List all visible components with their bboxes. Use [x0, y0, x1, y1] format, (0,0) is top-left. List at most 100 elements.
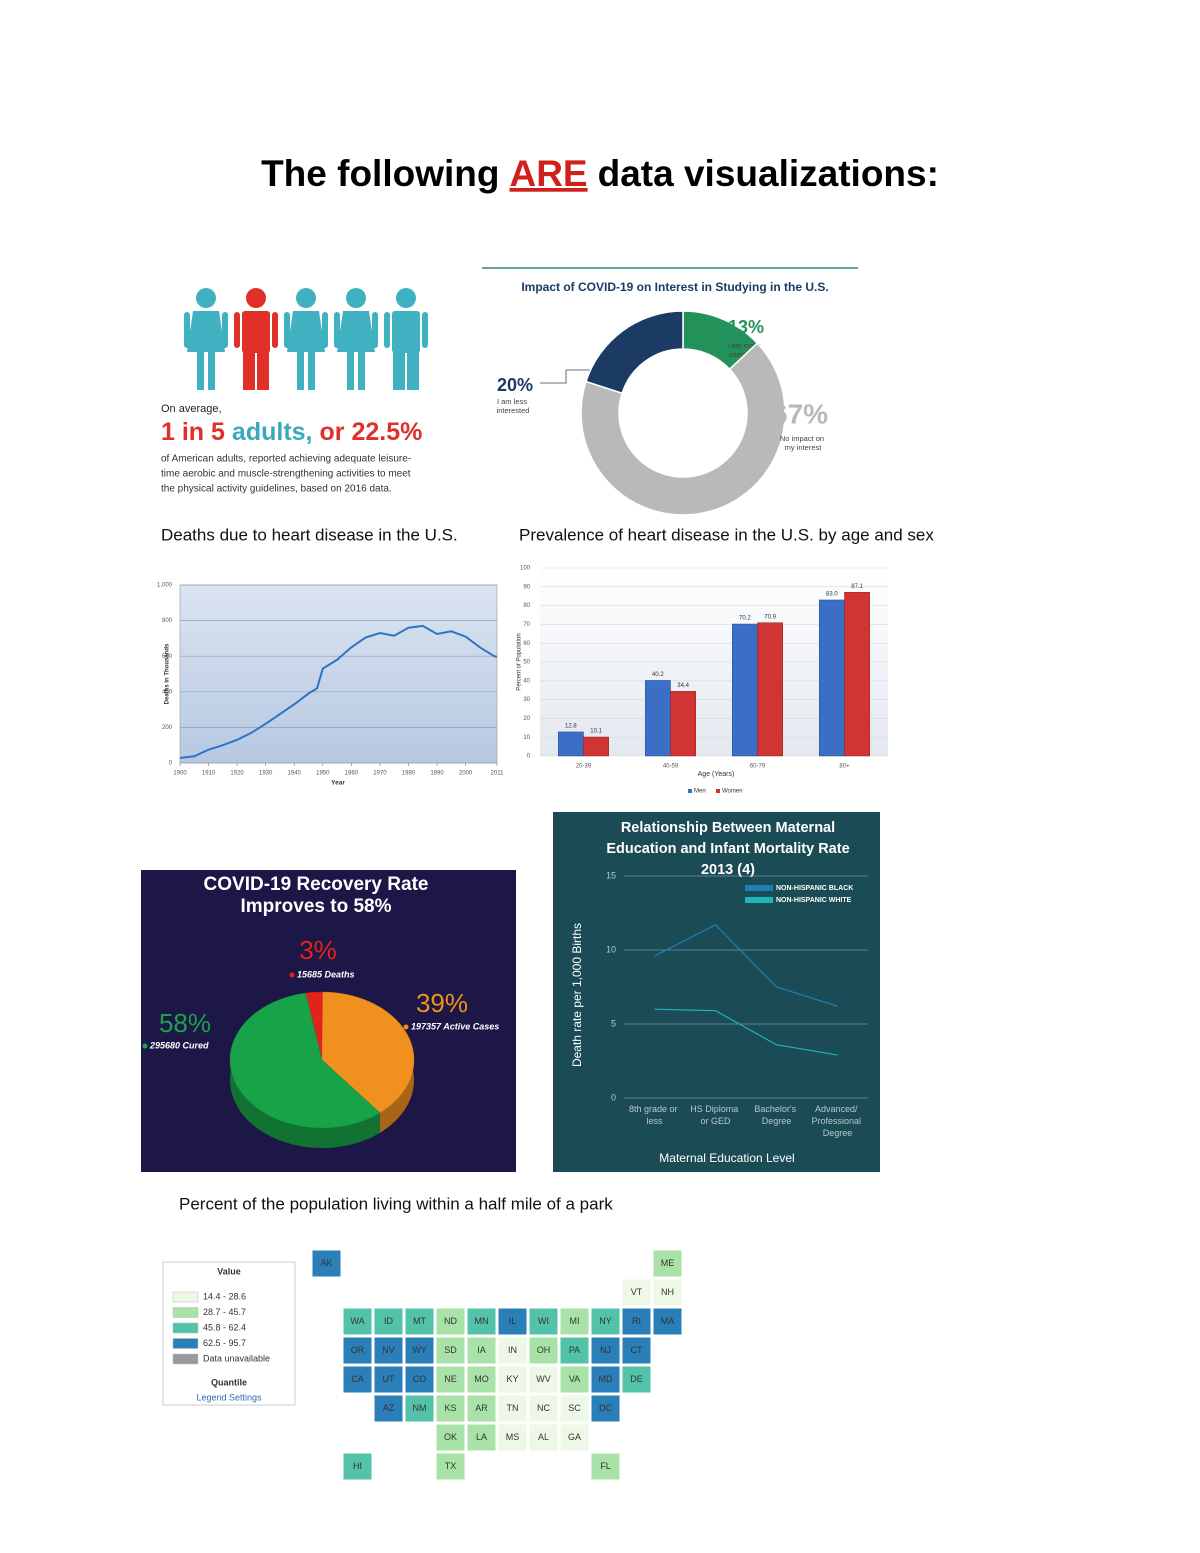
legend-label: 62.5 - 95.7 — [203, 1338, 246, 1348]
title-part: data visualizations: — [598, 153, 939, 194]
x-tick-label: 80+ — [839, 764, 850, 770]
person-leg — [297, 350, 304, 390]
person-head — [246, 288, 266, 308]
state-tile — [435, 1307, 466, 1336]
state-label: DC — [599, 1403, 612, 1413]
person-icon — [284, 288, 328, 390]
y-tick-label: 0 — [527, 754, 531, 760]
person-arm — [272, 312, 278, 348]
y-tick-label: 60 — [523, 641, 530, 647]
x-axis-label: Year — [331, 780, 345, 787]
state-label: CT — [631, 1345, 643, 1355]
infographic-body: of American adults, reported achieving a… — [161, 454, 411, 465]
x-tick-label-line: Bachelor's — [754, 1104, 798, 1114]
chart-title: Relationship Between Maternal — [621, 820, 835, 836]
x-tick-label-line: 8th grade or — [629, 1104, 680, 1114]
x-tick-label-line: HS Diploma — [690, 1104, 741, 1114]
value-label: 39% — [416, 988, 468, 1018]
value-label: 13% — [728, 317, 764, 337]
legend-title: Value — [217, 1266, 241, 1276]
person-arm — [322, 312, 328, 348]
caption: Percent of the population living within … — [179, 1194, 613, 1213]
state-label: TX — [445, 1461, 457, 1471]
state-tile — [590, 1394, 621, 1423]
legend-label: NON-HISPANIC WHITE — [776, 897, 852, 904]
state-label: VT — [631, 1287, 643, 1297]
state-label: OR — [351, 1345, 365, 1355]
leader-line — [540, 369, 590, 384]
person-leg — [308, 350, 315, 390]
x-tick-label: Bachelor's Degree — [754, 1104, 798, 1126]
bar — [645, 680, 671, 757]
state-tile — [528, 1365, 559, 1394]
state-tile — [621, 1365, 652, 1394]
person-leg — [243, 350, 255, 390]
state-tile — [497, 1365, 528, 1394]
person-icon — [334, 288, 378, 390]
state-tile — [497, 1336, 528, 1365]
legend-label: Men — [694, 789, 706, 795]
category-label-line: No impact on — [780, 434, 826, 443]
bar — [558, 731, 584, 757]
legend-method: Quantile — [211, 1377, 247, 1387]
state-tile — [466, 1307, 497, 1336]
value-label: 3% — [299, 935, 337, 965]
bar — [819, 599, 845, 757]
y-tick-label: 20 — [523, 716, 530, 722]
infographic-body: time aerobic and muscle-strengthening ac… — [161, 469, 411, 480]
state-tile — [404, 1365, 435, 1394]
pie-slice-side — [230, 993, 380, 1148]
x-tick-label: 1970 — [373, 771, 387, 777]
state-label: KS — [444, 1403, 456, 1413]
state-tile — [652, 1278, 683, 1307]
y-tick-label: 200 — [162, 725, 173, 731]
state-label: AZ — [383, 1403, 395, 1413]
x-tick-label: 2000 — [459, 771, 473, 777]
state-tile — [528, 1307, 559, 1336]
infographic: On average, 1 in 5 adults, or 22.5% of Ame… — [161, 288, 428, 495]
label-dot — [289, 972, 295, 978]
state-label: MA — [661, 1316, 675, 1326]
x-tick-label: 60-79 — [750, 764, 766, 770]
person-icon — [384, 288, 428, 390]
person-dress — [287, 311, 325, 352]
state-label: KY — [506, 1374, 518, 1384]
person-leg — [393, 350, 405, 390]
chart-title: Impact of COVID-19 on Interest in Studyi… — [521, 280, 828, 294]
chart-title: COVID-19 Recovery Rate — [204, 874, 429, 895]
x-tick-label-line: Advanced/ — [815, 1104, 860, 1114]
state-label: DE — [630, 1374, 643, 1384]
state-tile — [559, 1307, 590, 1336]
y-tick-label: 10 — [606, 944, 616, 954]
state-label: OK — [444, 1432, 457, 1442]
state-label: NV — [382, 1345, 395, 1355]
state-label: ND — [444, 1316, 457, 1326]
legend-swatch — [172, 1322, 199, 1334]
x-tick-label: 1920 — [230, 771, 244, 777]
donut-segment — [580, 342, 786, 516]
person-arm — [422, 312, 428, 348]
state-tile — [342, 1365, 373, 1394]
state-label: MD — [599, 1374, 613, 1384]
x-axis-label: Maternal Education Level — [659, 1151, 794, 1165]
person-icon — [184, 288, 228, 390]
y-tick-label: 50 — [523, 660, 530, 666]
value-label: 70.2 — [739, 616, 751, 622]
person-torso — [392, 311, 420, 353]
state-label: NC — [537, 1403, 550, 1413]
legend-label: 14.4 - 28.6 — [203, 1291, 246, 1301]
x-tick-label-line: Professional — [811, 1116, 863, 1126]
x-tick-label-line: Degree — [823, 1128, 853, 1138]
state-tile — [528, 1423, 559, 1452]
plot-area — [179, 584, 498, 764]
state-tile — [497, 1307, 528, 1336]
person-leg — [358, 350, 365, 390]
y-tick-label: 400 — [162, 689, 173, 695]
state-label: IN — [508, 1345, 517, 1355]
legend-settings-link[interactable]: Legend Settings — [196, 1392, 262, 1402]
y-axis-label: Death rate per 1,000 Births — [570, 923, 584, 1067]
state-label: NH — [661, 1287, 674, 1297]
person-arm — [372, 312, 378, 348]
